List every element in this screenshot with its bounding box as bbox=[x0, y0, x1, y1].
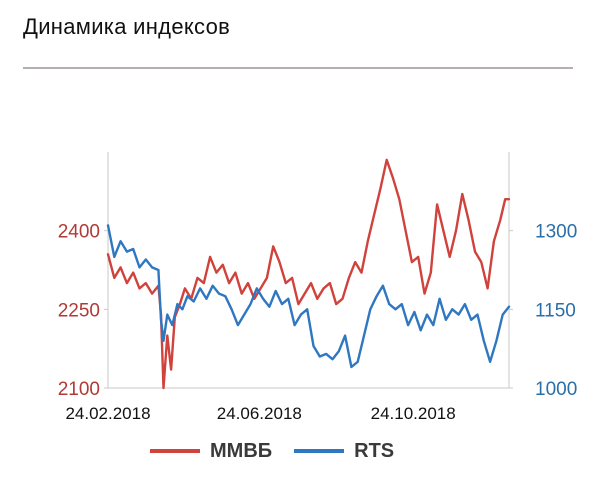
right-tick-label: 1300 bbox=[535, 222, 577, 243]
right-tick-label: 1000 bbox=[535, 379, 577, 400]
legend-label-mmvb: ММВБ bbox=[210, 439, 273, 462]
x-tick-label: 24.02.2018 bbox=[65, 404, 150, 423]
legend-item-mmvb: ММВБ bbox=[150, 440, 272, 463]
legend-label-rts: RTS bbox=[354, 439, 395, 462]
series-line-rts bbox=[106, 224, 511, 369]
right-tick-label: 1150 bbox=[535, 300, 576, 321]
legend-swatch-rts bbox=[294, 449, 345, 453]
title-divider bbox=[23, 67, 573, 69]
x-tick-label: 24.10.2018 bbox=[371, 404, 456, 423]
series-line-mmvb bbox=[106, 158, 511, 390]
legend-item-rts: RTS bbox=[294, 440, 394, 463]
chart-legend: ММВБ RTS bbox=[150, 436, 416, 466]
left-tick-label: 2100 bbox=[58, 379, 100, 400]
x-tick-label: 24.06.2018 bbox=[217, 404, 302, 423]
legend-swatch-mmvb bbox=[150, 449, 200, 453]
left-tick-label: 2250 bbox=[58, 300, 100, 321]
left-tick-label: 2400 bbox=[58, 222, 100, 243]
chart-title: Динамика индексов bbox=[23, 14, 231, 39]
